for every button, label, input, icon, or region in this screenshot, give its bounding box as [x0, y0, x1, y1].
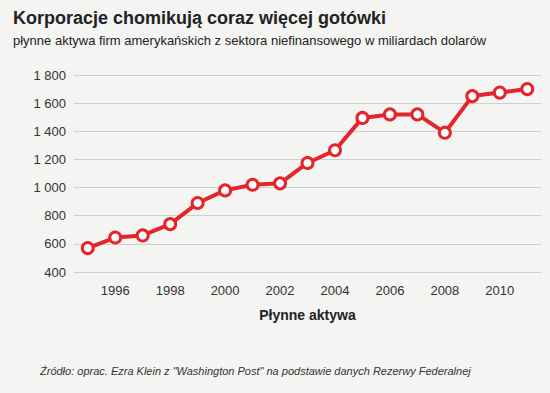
- svg-text:600: 600: [44, 236, 66, 251]
- svg-text:2006: 2006: [375, 283, 404, 298]
- svg-text:2000: 2000: [211, 283, 240, 298]
- svg-text:Korporacje chomikują coraz wię: Korporacje chomikują coraz więcej gotówk…: [13, 8, 386, 28]
- svg-text:2004: 2004: [321, 283, 350, 298]
- svg-text:2008: 2008: [430, 283, 459, 298]
- svg-text:płynne aktywa firm amerykański: płynne aktywa firm amerykańskich z sekto…: [13, 33, 487, 48]
- svg-text:1 000: 1 000: [33, 180, 66, 195]
- svg-text:400: 400: [44, 265, 66, 280]
- svg-text:1 400: 1 400: [33, 124, 66, 139]
- svg-text:800: 800: [44, 208, 66, 223]
- svg-text:1 200: 1 200: [33, 152, 66, 167]
- svg-text:1996: 1996: [101, 283, 130, 298]
- svg-text:2002: 2002: [266, 283, 295, 298]
- svg-text:1998: 1998: [156, 283, 185, 298]
- svg-text:Płynne aktywa: Płynne aktywa: [259, 307, 356, 323]
- svg-text:1 800: 1 800: [33, 68, 66, 83]
- svg-text:1 600: 1 600: [33, 96, 66, 111]
- svg-text:Źródło: oprac. Ezra Klein z "W: Źródło: oprac. Ezra Klein z "Washington …: [39, 365, 471, 377]
- svg-text:2010: 2010: [485, 283, 514, 298]
